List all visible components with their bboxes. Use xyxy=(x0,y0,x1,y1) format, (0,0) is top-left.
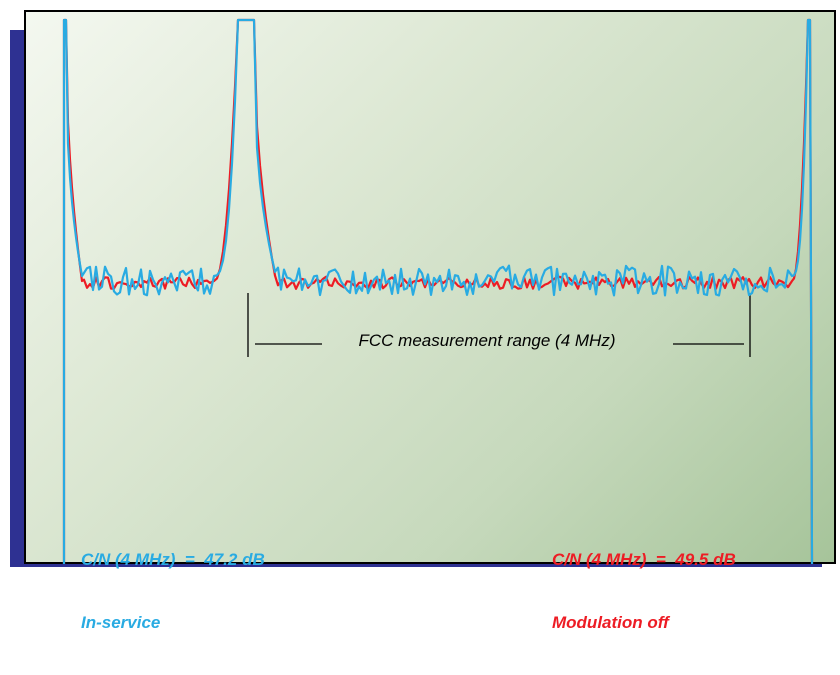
spectrum-plot xyxy=(62,18,814,565)
in-service-caption: C/N (4 MHz) = 47.2 dB In-service xyxy=(81,507,265,675)
measurement-range-bracket xyxy=(247,293,751,357)
in-service-cn-value: C/N (4 MHz) = 47.2 dB xyxy=(81,550,265,569)
modulation-off-label: Modulation off xyxy=(552,613,669,632)
modulation-off-cn-value: C/N (4 MHz) = 49.5 dB xyxy=(552,550,736,569)
in-service-label: In-service xyxy=(81,613,161,632)
series-line-1 xyxy=(62,18,814,565)
measurement-range-label: FCC measurement range (4 MHz) xyxy=(358,331,616,350)
figure: FCC measurement range (4 MHz) C/N (4 MHz… xyxy=(10,10,836,632)
modulation-off-caption: C/N (4 MHz) = 49.5 dB Modulation off xyxy=(552,507,736,675)
traces xyxy=(62,18,814,565)
series-line-2 xyxy=(62,18,814,565)
